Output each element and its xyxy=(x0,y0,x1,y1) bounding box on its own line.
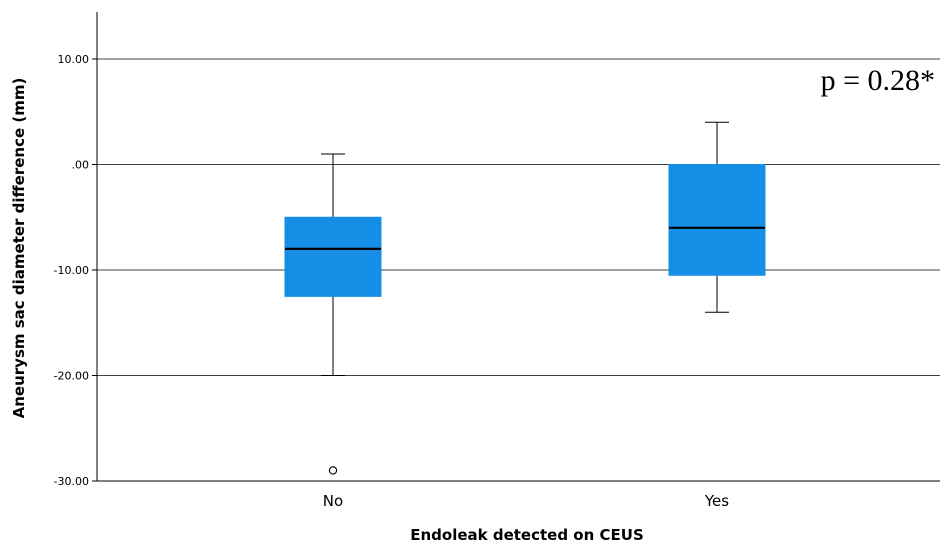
x-axis-labels: No Yes xyxy=(323,492,729,510)
y-tick-label: -30.00 xyxy=(54,475,89,488)
box-group-yes xyxy=(668,121,766,313)
x-axis-title: Endoleak detected on CEUS xyxy=(410,526,644,544)
iqr-box xyxy=(284,216,382,297)
box-group-no xyxy=(284,153,382,475)
iqr-box xyxy=(668,164,766,276)
x-tick-label-no: No xyxy=(323,492,343,510)
y-tick-label: .00 xyxy=(72,159,90,172)
y-tick-label: -10.00 xyxy=(54,264,89,277)
y-axis-ticks: -30.00 -20.00 -10.00 .00 10.00 xyxy=(54,53,97,488)
y-tick-label: -20.00 xyxy=(54,370,89,383)
p-value-annotation: p = 0.28* xyxy=(821,64,935,97)
x-tick-label-yes: Yes xyxy=(704,492,729,510)
y-axis-title: Aneurysm sac diameter difference (mm) xyxy=(10,78,28,419)
outlier-point xyxy=(328,466,338,475)
y-tick-label: 10.00 xyxy=(58,53,90,66)
boxes xyxy=(284,121,766,475)
gridlines xyxy=(97,58,940,376)
